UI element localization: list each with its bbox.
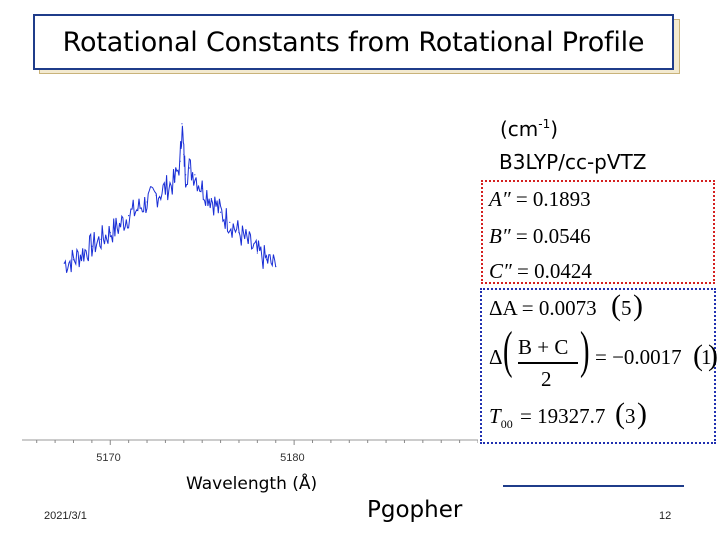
spectrum-point: [188, 167, 190, 169]
spectrum-point: [275, 266, 277, 268]
delta-a-uncertainty: 5: [621, 296, 632, 320]
page-number: 12: [659, 510, 672, 522]
spectrum-point: [229, 221, 231, 223]
spectrum-point: [91, 245, 93, 247]
constant-a: A″ = 0.1893: [489, 187, 591, 212]
delta-a-close-paren: ): [633, 289, 643, 322]
spectrum-point: [109, 232, 111, 234]
spectrum-point: [128, 215, 130, 217]
x-tick-label: 5180: [280, 452, 305, 464]
t00-label: T00: [489, 404, 513, 432]
spectrum-point: [247, 242, 249, 244]
footer-divider: [503, 485, 684, 487]
fit-results-box: [480, 288, 716, 444]
constant-b-symbol: B″: [489, 224, 511, 248]
delta-bc-close-paren: ): [580, 322, 590, 379]
units-exponent: -1: [538, 117, 551, 131]
spectrum-point: [181, 123, 183, 125]
delta-a-open-paren: (: [611, 289, 621, 322]
spectrum-point: [72, 259, 75, 261]
delta-bc-open-paren: (: [503, 322, 513, 379]
spectrum-point: [238, 232, 240, 234]
delta-bc-symbol: Δ: [489, 345, 503, 369]
constant-a-value: = 0.1893: [515, 187, 591, 211]
spectrum-point: [265, 259, 268, 261]
delta-bc-denominator: 2: [541, 367, 552, 391]
spectrum-point: [82, 252, 84, 254]
delta-bc-uncertainty: 1: [701, 345, 712, 369]
spectrum-point: [118, 225, 121, 227]
t00-subscript: 00: [500, 417, 513, 432]
spectrum-point: [63, 262, 65, 264]
delta-bc-value: = −0.0017: [595, 345, 682, 369]
spectrum-svg: [22, 123, 478, 445]
spectrum-point: [201, 187, 203, 189]
constant-c: C″ = 0.0424: [489, 259, 592, 284]
constant-c-symbol: C″: [489, 259, 512, 283]
spectrum-point: [183, 153, 185, 155]
units-label: (cm-1): [500, 117, 558, 141]
spectrum-series-0: [63, 125, 277, 273]
slide-title: Rotational Constants from Rotational Pro…: [62, 26, 645, 58]
fraction-bar: [518, 362, 578, 364]
t00-uncertainty: 3: [625, 404, 636, 428]
constant-b-value: = 0.0546: [515, 224, 591, 248]
x-axis-label: Wavelength (Å): [186, 474, 318, 494]
units-suffix: ): [550, 117, 559, 141]
spectrum-point: [210, 198, 212, 200]
calculated-constants-box: [481, 180, 715, 284]
constant-a-symbol: A″: [489, 187, 511, 211]
footer-software-name: Pgopher: [367, 497, 463, 523]
t00-symbol: T: [489, 404, 501, 428]
spectrum-point: [137, 208, 139, 210]
t00-close-paren: ): [637, 397, 647, 430]
units-prefix: (cm: [500, 117, 539, 141]
delta-bc-unc-close-paren: ): [708, 339, 718, 372]
spectrum-point: [185, 174, 187, 176]
spectrum-point: [174, 181, 176, 183]
spectrum-plot: [22, 100, 478, 445]
spectrum-point: [219, 211, 222, 213]
constant-c-value: = 0.0424: [517, 259, 592, 283]
spectrum-point: [146, 201, 148, 203]
spectrum-point: [164, 187, 167, 189]
footer-date: 2021/3/1: [44, 510, 87, 522]
spectrum-point: [155, 194, 157, 196]
spectrum-point: [179, 160, 181, 162]
delta-bc-unc-open-paren: (: [693, 339, 703, 372]
x-tick-label: 5170: [96, 452, 121, 464]
delta-bc-numerator: B + C: [518, 335, 569, 359]
delta-a-value: ΔA = 0.0073: [489, 296, 597, 320]
title-frame: Rotational Constants from Rotational Pro…: [33, 14, 674, 70]
t00-open-paren: (: [615, 397, 625, 430]
constant-b: B″ = 0.0546: [489, 224, 591, 249]
spectrum-point: [256, 252, 258, 254]
method-label: B3LYP/cc-pVTZ: [499, 150, 647, 174]
t00-value: = 19327.7: [520, 404, 606, 428]
spectrum-point: [100, 238, 102, 240]
spectrum-point: [194, 174, 196, 176]
